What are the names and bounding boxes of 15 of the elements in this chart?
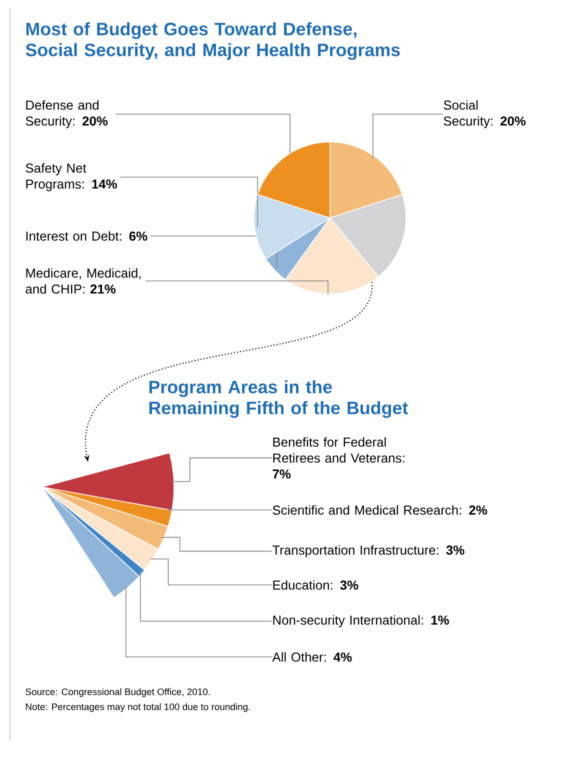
slice-label: Education: 3% [273, 580, 358, 590]
chart-title: Most of Budget Goes Toward Defense, Social Security, and Major Health Programs [26, 22, 400, 60]
slice-label: Benefits for Federal Retirees and Veterans: 7% [272, 437, 404, 479]
slice-label: Transportation Infrastructure: 3% [272, 545, 464, 558]
slice-label: Non-security International: 1% [273, 615, 449, 628]
slice-label: Interest on Debt: 6% [26, 231, 148, 241]
chart-title: Program Areas in the Remaining Fifth of the Budget [149, 380, 408, 418]
slice-label: Safety Net Programs: 14% [26, 163, 117, 192]
slice-label: Medicare, Medicaid, and CHIP: 21% [26, 268, 141, 294]
slice-label: Defense and Security: 20% [26, 100, 108, 128]
slice-label: Scientific and Medical Research: 2% [272, 505, 488, 515]
source-note: Source: Congressional Budget Office, 2010. [26, 688, 210, 698]
slice-label: All Other: 4% [272, 652, 352, 662]
text: Note: Percentages may not total 100 due to rounding. [26, 703, 250, 712]
slice-label: Social Security: 20% [444, 100, 526, 128]
